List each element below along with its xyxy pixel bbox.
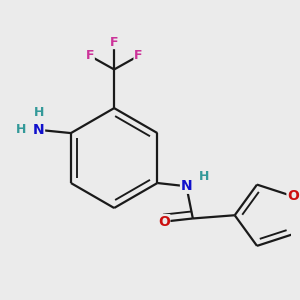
Text: O: O (287, 189, 299, 203)
Text: H: H (199, 170, 209, 183)
Text: N: N (181, 179, 192, 193)
Text: F: F (134, 50, 142, 62)
Text: N: N (33, 123, 44, 137)
Text: F: F (110, 36, 118, 49)
Text: H: H (34, 106, 44, 118)
Text: H: H (16, 123, 26, 136)
Text: O: O (158, 215, 170, 229)
Text: F: F (86, 50, 94, 62)
